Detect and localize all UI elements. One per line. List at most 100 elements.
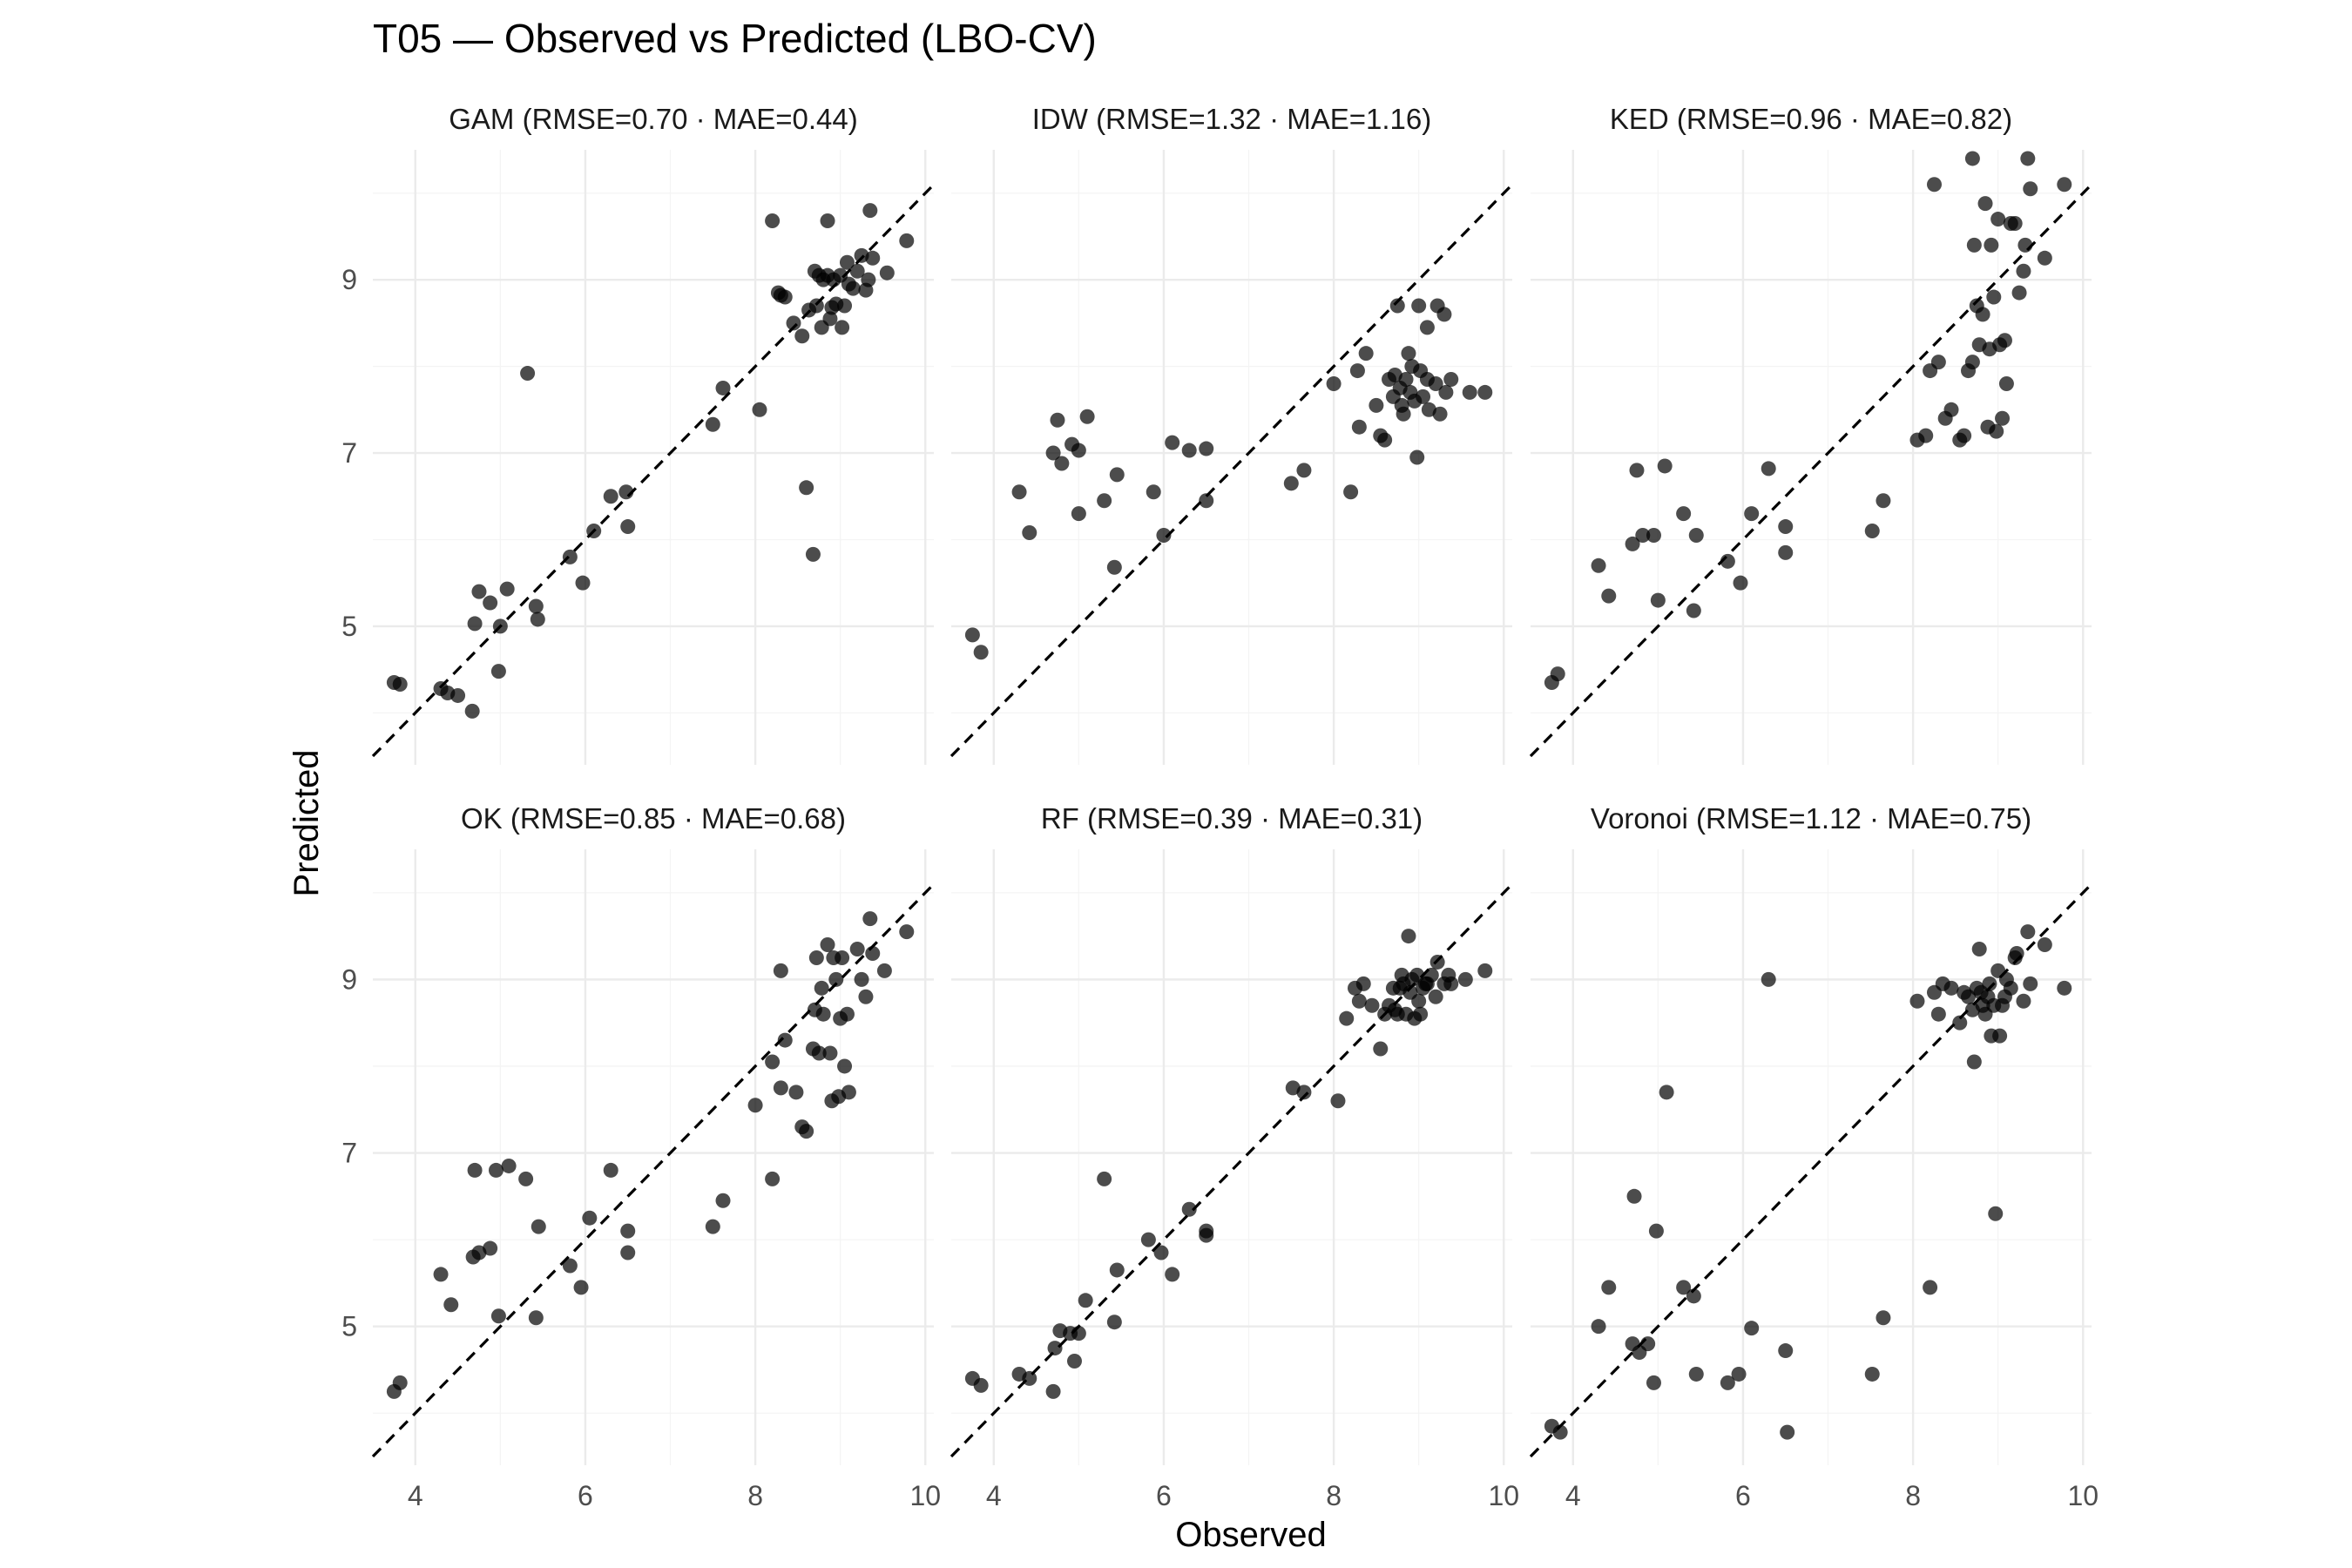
data-point: [1989, 423, 2004, 439]
data-point: [2023, 181, 2038, 197]
data-point: [1778, 519, 1794, 535]
facet-panel: KED (RMSE=0.96 · MAE=0.82): [1529, 103, 2093, 765]
data-point: [1097, 1171, 1112, 1186]
data-point: [1676, 506, 1692, 522]
x-tick-label: 4: [408, 1480, 423, 1511]
data-point: [1591, 558, 1606, 573]
data-point: [1943, 402, 1959, 417]
data-point: [1659, 1085, 1674, 1100]
facet-label: OK (RMSE=0.85 · MAE=0.68): [461, 802, 846, 835]
data-point: [1943, 980, 1959, 996]
facet-panel: GAM (RMSE=0.70 · MAE=0.44) 5 7 9: [341, 103, 936, 765]
data-point: [752, 402, 767, 417]
data-point: [786, 315, 801, 331]
data-point: [777, 289, 793, 305]
data-point: [1022, 525, 1037, 541]
x-tick-label: 10: [1488, 1480, 1519, 1511]
data-point: [1429, 954, 1445, 970]
data-point: [1389, 298, 1405, 314]
data-point: [1744, 1321, 1760, 1336]
data-point: [1443, 976, 1459, 991]
data-point: [820, 213, 835, 229]
data-point: [1648, 1223, 1664, 1239]
data-point: [1106, 1315, 1122, 1330]
y-tick-label: 5: [341, 611, 357, 642]
data-point: [1199, 493, 1214, 509]
data-point: [1909, 993, 1925, 1009]
data-point: [845, 280, 861, 296]
data-point: [715, 380, 731, 395]
data-point: [1153, 1245, 1169, 1260]
data-point: [1876, 1310, 1891, 1326]
data-point: [1778, 544, 1794, 560]
facet-panels: GAM (RMSE=0.70 · MAE=0.44) 5 7 9 IDW (RMSE=1…: [341, 103, 2099, 1511]
data-point: [1156, 527, 1172, 543]
data-point: [1930, 355, 1946, 370]
data-point: [849, 263, 865, 279]
data-point: [1733, 575, 1748, 591]
data-point: [1078, 1293, 1093, 1308]
data-point: [973, 1377, 989, 1393]
data-point: [1369, 397, 1384, 413]
data-point: [1443, 372, 1459, 388]
data-point: [1343, 484, 1359, 500]
data-point: [794, 328, 810, 344]
data-point: [1720, 1375, 1735, 1390]
data-point: [392, 1375, 408, 1390]
data-point: [1876, 493, 1891, 509]
data-point: [1957, 428, 1972, 443]
data-point: [433, 1267, 449, 1282]
data-point: [973, 645, 989, 660]
data-point: [1778, 1343, 1794, 1359]
identity-reference-line: [1529, 183, 2093, 758]
data-point: [1629, 463, 1645, 478]
data-point: [1411, 993, 1427, 1009]
data-point: [1022, 1370, 1037, 1386]
data-point: [808, 950, 824, 965]
data-point: [777, 1032, 793, 1048]
data-point: [835, 320, 850, 335]
data-point: [1351, 419, 1367, 435]
x-tick-label: 4: [1565, 1480, 1581, 1511]
data-point: [1351, 993, 1367, 1009]
data-point: [1373, 1041, 1389, 1057]
data-point: [1396, 406, 1411, 422]
data-point: [450, 687, 466, 703]
data-point: [837, 298, 853, 314]
x-tick-label: 4: [986, 1480, 1002, 1511]
facet-label: GAM (RMSE=0.70 · MAE=0.44): [449, 103, 858, 135]
data-point: [773, 1080, 788, 1096]
data-point: [1438, 384, 1454, 400]
data-point: [1923, 1280, 1938, 1295]
data-point: [518, 1171, 534, 1186]
x-tick-label: 8: [747, 1480, 763, 1511]
data-point: [2009, 945, 2024, 961]
data-point: [1601, 588, 1617, 604]
facet-label: Voronoi (RMSE=1.12 · MAE=0.75): [1591, 802, 2031, 835]
facet-label: KED (RMSE=0.96 · MAE=0.82): [1610, 103, 2012, 135]
data-point: [1045, 445, 1061, 461]
identity-reference-line: [1529, 882, 2093, 1458]
facet-panel: OK (RMSE=0.85 · MAE=0.68) 5 7 9 4 6 8 10: [341, 802, 941, 1511]
data-point: [765, 1054, 781, 1070]
data-point: [2007, 216, 2023, 232]
data-point: [822, 311, 838, 327]
data-point: [2020, 924, 2036, 940]
data-point: [899, 924, 915, 940]
x-tick-label: 6: [1735, 1480, 1751, 1511]
data-point: [1419, 320, 1435, 335]
data-point: [1780, 1424, 1795, 1440]
chart-title: T05 — Observed vs Predicted (LBO-CV): [373, 16, 1097, 61]
data-point: [1106, 559, 1122, 575]
data-point: [1296, 1085, 1312, 1100]
data-point: [528, 598, 544, 614]
data-point: [490, 664, 506, 679]
data-point: [1986, 289, 2002, 305]
data-point: [799, 1124, 814, 1139]
data-point: [1199, 1227, 1214, 1243]
data-point: [2016, 993, 2031, 1009]
x-tick-label: 6: [1156, 1480, 1172, 1511]
data-point: [2020, 151, 2036, 166]
data-point: [620, 1223, 636, 1239]
